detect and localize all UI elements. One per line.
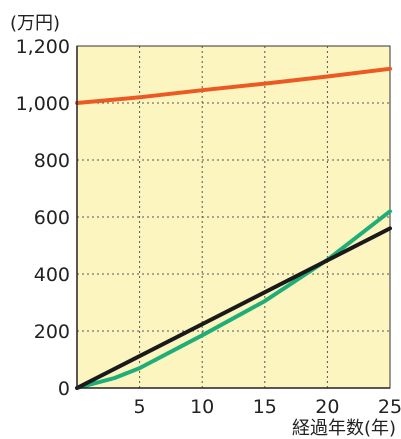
x-tick-label: 5 — [134, 396, 146, 418]
y-tick-label: 1,000 — [16, 93, 70, 115]
x-tick-label: 10 — [190, 396, 214, 418]
x-axis-title: 経過年数(年) — [292, 418, 396, 439]
x-tick-label: 25 — [378, 396, 401, 418]
y-tick-label: 600 — [34, 207, 70, 229]
x-tick-label: 15 — [253, 396, 277, 418]
y-tick-label: 0 — [58, 378, 70, 400]
series-line-3 — [75, 226, 392, 390]
grid-lines — [77, 46, 390, 388]
x-tick-label: 20 — [315, 396, 339, 418]
series-group — [75, 66, 392, 390]
x-axis-ticks: 5 10 15 20 25 — [134, 396, 401, 418]
series-line-1 — [75, 66, 392, 105]
y-tick-label: 400 — [34, 264, 70, 286]
y-tick-label: 1,200 — [16, 36, 70, 58]
y-tick-label: 200 — [34, 321, 70, 343]
y-tick-label: 800 — [34, 150, 70, 172]
y-axis-ticks: 0 200 400 600 800 1,000 1,200 — [16, 36, 70, 400]
y-axis-title: (万円) — [10, 13, 60, 34]
